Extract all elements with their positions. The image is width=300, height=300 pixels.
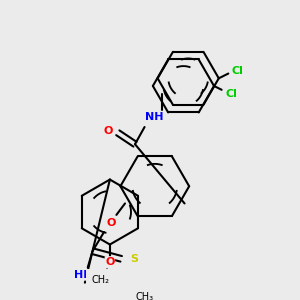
Text: Cl: Cl: [225, 88, 237, 99]
Text: CH₃: CH₃: [136, 292, 154, 300]
Text: O: O: [105, 257, 115, 267]
Text: S: S: [130, 254, 139, 264]
Text: HN: HN: [74, 270, 92, 280]
Text: Cl: Cl: [232, 66, 244, 76]
Text: CH₂: CH₂: [91, 274, 109, 285]
Text: NH: NH: [145, 112, 163, 122]
Text: O: O: [103, 126, 113, 136]
Text: O: O: [107, 218, 116, 227]
